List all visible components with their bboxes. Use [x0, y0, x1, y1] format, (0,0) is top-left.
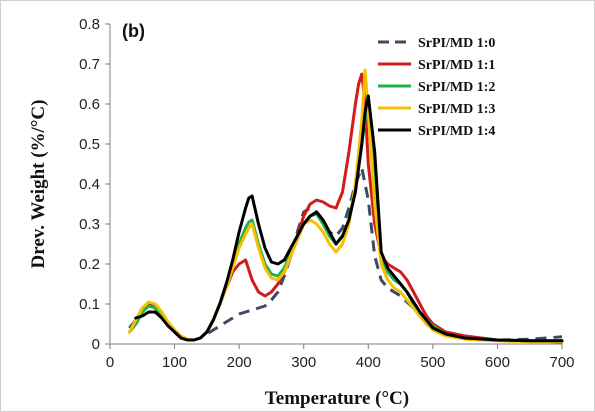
x-tick-label: 100: [162, 354, 187, 371]
y-tick-label: 0.4: [79, 176, 100, 193]
y-tick-label: 0.2: [79, 256, 100, 273]
x-tick-label: 300: [291, 354, 316, 371]
y-tick-label: 0.8: [79, 16, 100, 33]
panel-label: (b): [122, 21, 145, 41]
axes: 0 100 200 300 400 500 600 700 0 0.1 0.2 0.3 0.4 0.5 0.…: [79, 16, 574, 371]
y-tick-label: 0.5: [79, 136, 100, 153]
legend-label-5: SrPI/MD 1:4: [418, 124, 495, 139]
legend: SrPI/MD 1:0 SrPI/MD 1:1 SrPI/MD 1:2 SrPI/MD…: [378, 36, 495, 139]
legend-label-4: SrPI/MD 1:3: [418, 102, 495, 117]
x-axis-title: Temperature (°C): [265, 388, 409, 409]
y-tick-label: 0.7: [79, 56, 100, 73]
x-tick-label: 600: [485, 354, 510, 371]
x-tick-label: 700: [549, 354, 574, 371]
y-tick-label: 0.1: [79, 296, 100, 313]
series-layer: [127, 68, 564, 344]
legend-label-1: SrPI/MD 1:0: [418, 36, 495, 51]
x-tick-label: 200: [227, 354, 252, 371]
y-tick-label: 0.3: [79, 216, 100, 233]
y-tick-label: 0: [92, 336, 100, 353]
x-tick-label: 500: [420, 354, 445, 371]
series-line-5: [134, 94, 564, 343]
x-tick-label: 400: [356, 354, 381, 371]
y-axis-title: Drev. Weight (%/°C): [28, 100, 49, 269]
legend-label-2: SrPI/MD 1:1: [418, 58, 495, 73]
x-tick-label: 0: [106, 354, 114, 371]
y-tick-label: 0.6: [79, 96, 100, 113]
legend-label-3: SrPI/MD 1:2: [418, 80, 495, 95]
